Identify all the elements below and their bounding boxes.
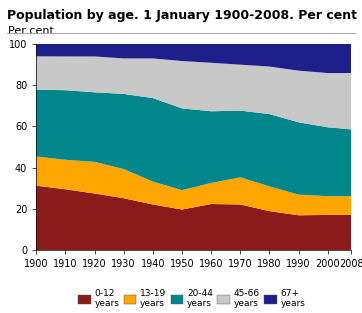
Text: Population by age. 1 January 1900-2008. Per cent: Population by age. 1 January 1900-2008. … [7,9,357,23]
Legend: 0-12
years, 13-19
years, 20-44
years, 45-66
years, 67+
years: 0-12 years, 13-19 years, 20-44 years, 45… [78,289,306,309]
Text: Per cent: Per cent [8,26,54,36]
